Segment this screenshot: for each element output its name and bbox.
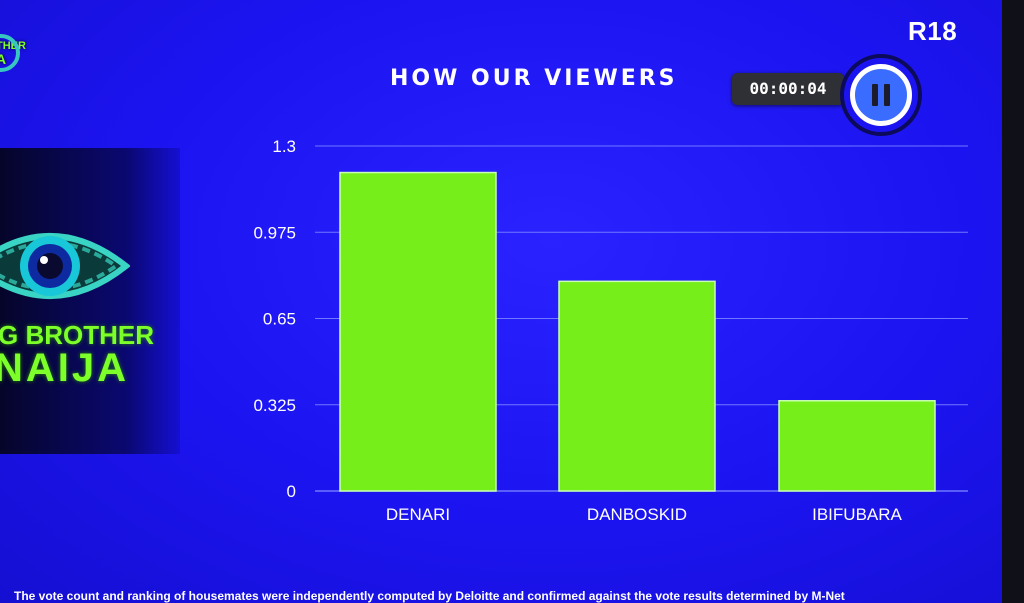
bar-danboskid [558, 280, 716, 492]
x-category-label: DENARI [386, 505, 450, 524]
pause-icon [850, 64, 912, 126]
disclaimer-text: The vote count and ranking of housemates… [14, 589, 845, 603]
logo-text-big-brother: G BROTHER [0, 320, 154, 350]
bar-chart: 0 0.325 0.65 0.975 1.3 DENARI DANBOSKID IBIFUBA… [253, 137, 968, 524]
x-category-label: DANBOSKID [587, 505, 687, 524]
tv-screen: THER A R18 HOW OUR VIEWERS 00:00:04 G BR… [0, 0, 1002, 603]
tv-bezel [1002, 0, 1024, 603]
logo-text-naija: NAIJA [0, 346, 130, 390]
y-tick-label: 1.3 [272, 137, 296, 156]
eye-icon [0, 233, 130, 299]
y-tick-label: 0.975 [253, 223, 296, 242]
bar-denari [339, 171, 497, 492]
y-tick-label: 0 [287, 482, 296, 501]
y-tick-label: 0.325 [253, 396, 296, 415]
y-tick-label: 0.65 [263, 310, 296, 329]
pause-button[interactable] [840, 54, 922, 136]
big-brother-logo-panel: G BROTHER NAIJA [0, 148, 180, 454]
video-timer: 00:00:04 [732, 73, 844, 105]
x-category-label: IBIFUBARA [812, 505, 902, 524]
chart-title: HOW OUR VIEWERS [390, 66, 678, 91]
age-rating: R18 [908, 16, 958, 46]
bar-ibifubara [778, 400, 936, 492]
